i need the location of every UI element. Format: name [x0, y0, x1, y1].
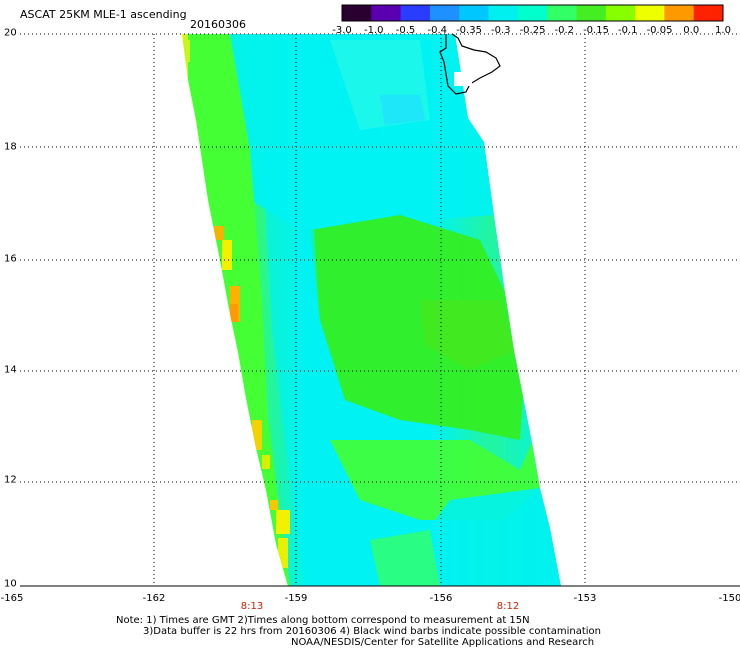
colorbar-label: -1.0: [363, 25, 384, 36]
colorbar-segment: [664, 5, 695, 21]
colorbar: [341, 4, 724, 22]
colorbar-segment: [488, 5, 519, 21]
lon-label-162: -162: [142, 593, 166, 604]
colorbar-segment: [342, 5, 372, 21]
colorbar-label: -0.25: [519, 25, 546, 36]
colorbar-label: -0.4: [427, 25, 448, 36]
lat-label-12: 12: [4, 474, 17, 486]
colorbar-label: 1.0: [715, 25, 731, 36]
note-line-2: 3)Data buffer is 22 hrs from 20160306 4)…: [143, 626, 601, 637]
lat-label-16: 16: [4, 253, 17, 265]
lat-label-18: 18: [4, 141, 17, 153]
lat-label-10: 10: [4, 578, 17, 590]
map-date: 20160306: [190, 18, 246, 31]
time-label-left: 8:13: [240, 601, 264, 612]
colorbar-label: -3.0: [332, 25, 352, 36]
colorbar-segment: [547, 5, 577, 21]
map-title: ASCAT 25KM MLE-1 ascending: [20, 8, 187, 21]
colorbar-segment: [517, 5, 548, 21]
colorbar-segment: [576, 5, 607, 21]
colorbar-label: -0.1: [617, 25, 638, 36]
lon-label-156: -156: [429, 593, 453, 604]
colorbar-segment: [459, 5, 490, 21]
time-label-right: 8:12: [496, 601, 520, 612]
lon-label-165: -165: [0, 593, 24, 604]
colorbar-segment: [635, 5, 665, 21]
lat-label-14: 14: [4, 364, 17, 376]
lon-label-159: -159: [284, 593, 308, 604]
lat-label-20: 20: [4, 27, 17, 39]
lon-label-153: -153: [573, 593, 597, 604]
note-line-1: Note: 1) Times are GMT 2)Times along bot…: [116, 615, 530, 626]
colorbar-segment: [400, 5, 431, 21]
coastline: [439, 33, 501, 95]
colorbar-label: 0.0: [683, 25, 700, 36]
colorbar-label: -0.2: [554, 25, 575, 36]
lon-label-150: -150: [718, 593, 740, 604]
wind-swath: [182, 34, 561, 586]
colorbar-label: -0.05: [646, 25, 673, 36]
credit-line: NOAA/NESDIS/Center for Satellite Applica…: [291, 637, 595, 648]
colorbar-segment: [693, 5, 724, 21]
colorbar-segment: [605, 5, 636, 21]
colorbar-label: -0.3: [490, 25, 511, 36]
graticule: [20, 33, 740, 586]
colorbar-label: -0.5: [395, 25, 416, 36]
colorbar-segment: [429, 5, 460, 21]
colorbar-label: -0.35: [456, 25, 482, 36]
colorbar-label: -0.15: [583, 25, 609, 36]
colorbar-segment: [371, 5, 402, 21]
